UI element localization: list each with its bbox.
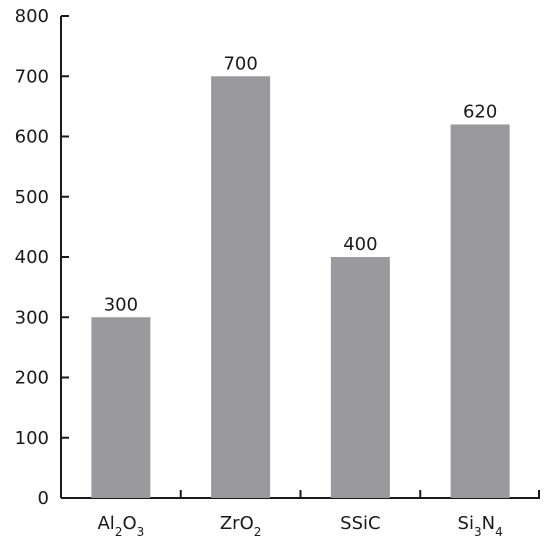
data-label: 700 — [223, 53, 257, 74]
y-tick-label: 700 — [15, 66, 49, 87]
bar-si3n4 — [450, 124, 510, 498]
x-category-label: ZrO2 — [220, 513, 262, 539]
y-axis: 0 100 200 300 400 500 600 700 800 — [15, 6, 69, 509]
y-tick-label: 500 — [15, 187, 49, 208]
y-tick-label: 100 — [15, 428, 49, 449]
x-category-label: Al2O3 — [97, 513, 144, 539]
bar-ssic — [330, 257, 390, 498]
bar-al2o3 — [91, 317, 151, 498]
y-tick-label: 300 — [15, 307, 49, 328]
y-tick-label: 0 — [38, 488, 49, 509]
data-label: 300 — [104, 294, 138, 315]
bar-zro2 — [211, 76, 271, 498]
data-labels: 300 700 400 620 — [104, 53, 498, 315]
x-category-label: Si3N4 — [458, 513, 503, 539]
y-tick-label: 800 — [15, 6, 49, 27]
bars — [91, 76, 510, 498]
y-tick-label: 600 — [15, 127, 49, 148]
y-tick-label: 200 — [15, 368, 49, 389]
data-label: 400 — [343, 234, 377, 255]
y-tick-label: 400 — [15, 247, 49, 268]
x-category-label: SSiC — [340, 513, 380, 534]
data-label: 620 — [463, 101, 497, 122]
